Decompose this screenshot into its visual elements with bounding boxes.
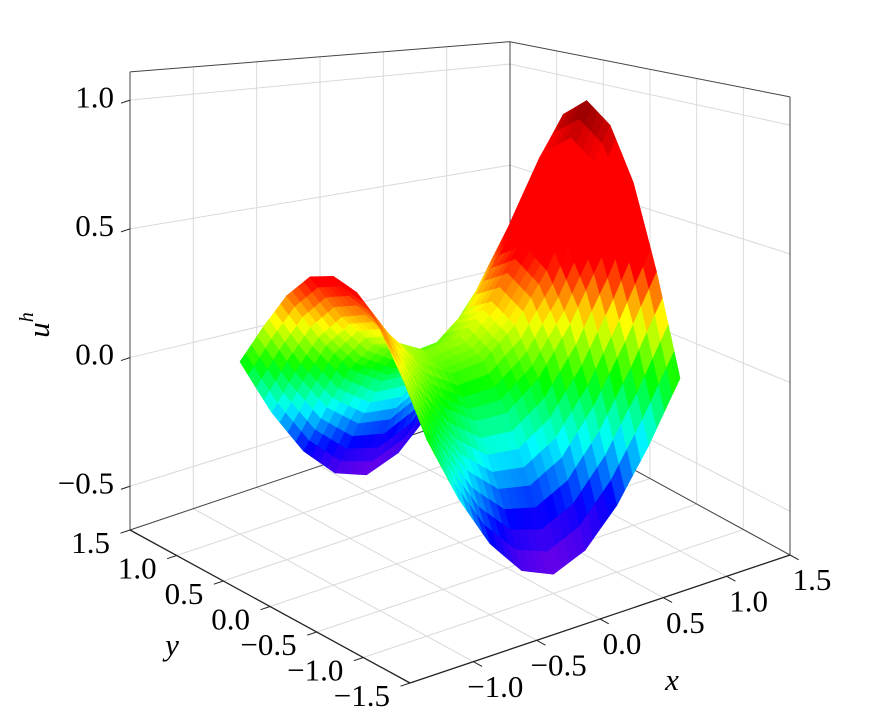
z-tick-label: 0.5 bbox=[75, 208, 114, 243]
x-tick bbox=[789, 554, 800, 561]
z-axis-label: uh bbox=[16, 312, 57, 338]
z-tick bbox=[120, 485, 131, 490]
z-axis-label-superscript: h bbox=[16, 312, 38, 322]
y-tick-label: −1.0 bbox=[287, 653, 343, 688]
x-tick bbox=[536, 639, 546, 646]
y-tick bbox=[120, 529, 131, 534]
y-tick bbox=[260, 606, 271, 611]
x-tick bbox=[663, 597, 673, 603]
y-tick bbox=[213, 580, 224, 585]
box-edge bbox=[129, 41, 791, 98]
x-tick-label: 1.0 bbox=[729, 583, 768, 618]
z-tick bbox=[120, 99, 131, 104]
x-tick-label: 0.5 bbox=[666, 605, 705, 640]
x-tick bbox=[473, 661, 483, 667]
y-tick bbox=[400, 682, 411, 687]
x-tick bbox=[726, 575, 736, 582]
z-axis-label-base: u bbox=[21, 322, 56, 338]
z-tick-label: 1.0 bbox=[75, 79, 114, 114]
x-tick-label: −0.5 bbox=[531, 647, 587, 682]
z-tick bbox=[120, 357, 131, 362]
y-tick bbox=[353, 657, 364, 662]
x-axis-label: x bbox=[664, 662, 679, 697]
y-tick-label: 1.5 bbox=[71, 525, 110, 560]
x-tick-label: 0.0 bbox=[603, 626, 642, 661]
y-axis-label: y bbox=[162, 627, 179, 662]
y-tick-label: 1.0 bbox=[118, 551, 157, 586]
surface-patch bbox=[420, 423, 435, 455]
y-tick bbox=[307, 631, 317, 636]
x-tick-label: −1.0 bbox=[467, 669, 523, 704]
y-tick-label: 0.5 bbox=[165, 576, 204, 611]
y-tick bbox=[167, 555, 177, 560]
y-tick-label: −0.5 bbox=[240, 627, 296, 662]
x-tick bbox=[599, 618, 610, 625]
y-tick-label: −1.5 bbox=[334, 678, 390, 713]
grid-line bbox=[129, 164, 791, 255]
y-tick-label: 0.0 bbox=[211, 602, 250, 637]
x-tick-label: 1.5 bbox=[793, 562, 832, 597]
z-tick-label: −0.5 bbox=[58, 465, 114, 500]
z-tick bbox=[120, 228, 131, 233]
grid-line bbox=[129, 63, 791, 126]
z-tick-label: 0.0 bbox=[75, 337, 114, 372]
